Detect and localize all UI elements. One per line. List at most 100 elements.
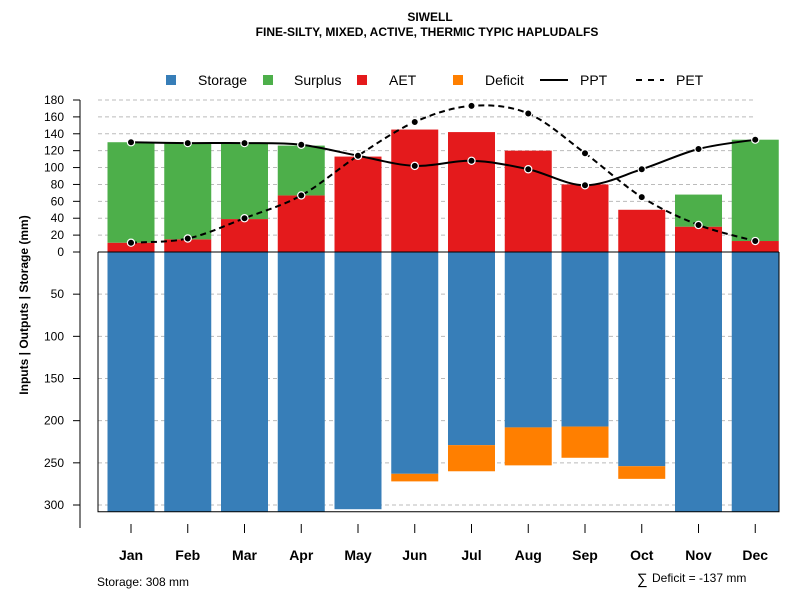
bar-surplus-apr [277, 145, 325, 196]
bar-deficit-oct [618, 466, 666, 479]
bar-aet-apr [277, 195, 325, 252]
legend: Storage Surplus AET Deficit PPT PET [166, 72, 704, 88]
x-tick-label-jan: Jan [119, 547, 143, 563]
legend-label-pet: PET [676, 72, 704, 88]
y-tick-label-upper-180: 180 [44, 93, 64, 107]
x-tick-label-sep: Sep [572, 547, 598, 563]
y-tick-label-upper-20: 20 [51, 228, 65, 242]
storage-note: Storage: 308 mm [97, 575, 189, 589]
bar-aet-may [334, 156, 382, 252]
y-tick-label-upper-100: 100 [44, 161, 64, 175]
legend-swatch-surplus [263, 75, 273, 85]
chart-title: SIWELL [407, 10, 452, 24]
bar-storage-aug [504, 252, 552, 428]
bar-aet-sep [561, 184, 609, 252]
x-tick-label-oct: Oct [630, 547, 654, 563]
y-tick-label-upper-80: 80 [51, 177, 65, 191]
bar-aet-mar [221, 219, 268, 252]
point-pet-jul [467, 101, 476, 111]
x-tick-label-jul: Jul [461, 547, 481, 563]
y-tick-label-lower-100: 100 [44, 329, 64, 343]
bar-deficit-jun [391, 473, 439, 482]
bar-aet-dec [731, 241, 779, 252]
bar-aet-jun [391, 129, 439, 252]
lines [126, 101, 760, 247]
point-pet-feb [183, 234, 192, 243]
chart-subtitle: FINE-SILTY, MIXED, ACTIVE, THERMIC TYPIC… [256, 25, 599, 39]
x-tick-label-apr: Apr [289, 547, 314, 563]
y-tick-label-upper-120: 120 [44, 144, 64, 158]
x-tick-label-nov: Nov [685, 547, 712, 563]
y-tick-label-upper-160: 160 [44, 110, 64, 124]
bar-storage-sep [561, 252, 609, 427]
bar-storage-may [334, 252, 382, 510]
bar-aet-oct [618, 209, 666, 252]
bar-surplus-mar [221, 143, 268, 220]
y-tick-label-lower-200: 200 [44, 414, 64, 428]
bar-storage-feb [164, 252, 212, 512]
point-pet-nov [694, 220, 703, 230]
legend-label-surplus: Surplus [294, 72, 341, 88]
legend-label-storage: Storage [198, 72, 247, 88]
y-tick-label-lower-150: 150 [44, 372, 64, 386]
x-tick-label-mar: Mar [232, 547, 257, 563]
point-pet-sep [580, 148, 590, 158]
point-ppt-jul [467, 156, 476, 165]
point-pet-jan [126, 238, 136, 247]
legend-label-ppt: PPT [580, 72, 608, 88]
storage-capacity-outline [97, 252, 780, 513]
point-ppt-mar [240, 138, 249, 148]
bar-aet-jul [448, 132, 495, 252]
point-ppt-dec [751, 135, 760, 144]
point-pet-apr [297, 191, 306, 200]
y-axis-label: Inputs | Outputs | Storage (mm) [17, 215, 31, 394]
y-tick-label-upper-40: 40 [51, 211, 65, 225]
x-tick-label-aug: Aug [515, 547, 542, 563]
bar-deficit-aug [504, 427, 552, 466]
y-tick-label-upper-0: 0 [57, 245, 64, 259]
point-pet-jun [410, 117, 419, 127]
point-pet-mar [240, 214, 249, 223]
bar-storage-jan [107, 252, 155, 512]
bar-storage-oct [618, 252, 666, 467]
bar-aet-feb [164, 239, 212, 252]
bar-surplus-dec [731, 139, 779, 242]
bar-deficit-jul [448, 445, 495, 472]
line-ppt [130, 138, 756, 187]
bar-deficit-sep [561, 426, 609, 458]
bar-storage-nov [675, 252, 722, 512]
legend-label-deficit: Deficit [485, 72, 524, 88]
point-pet-oct [637, 192, 646, 202]
legend-swatch-deficit [453, 75, 463, 85]
point-pet-dec [751, 236, 760, 246]
legend-swatch-storage [166, 75, 176, 85]
x-tick-label-feb: Feb [175, 547, 200, 563]
x-tick-label-dec: Dec [742, 547, 768, 563]
point-ppt-apr [297, 140, 306, 149]
bars [97, 129, 780, 513]
y-tick-label-upper-60: 60 [51, 194, 65, 208]
point-ppt-jan [126, 138, 136, 147]
deficit-note: Deficit = -137 mm [652, 571, 746, 585]
y-tick-label-upper-140: 140 [44, 127, 64, 141]
point-ppt-oct [637, 165, 646, 174]
bar-storage-apr [277, 252, 325, 512]
bar-surplus-feb [164, 143, 212, 240]
x-tick-label-may: May [344, 547, 371, 563]
bar-storage-jul [448, 252, 495, 446]
point-ppt-nov [694, 144, 703, 154]
point-ppt-sep [580, 181, 590, 190]
point-pet-aug [524, 109, 533, 118]
point-pet-may [353, 151, 363, 160]
point-ppt-jun [410, 161, 419, 171]
legend-swatch-aet [357, 75, 367, 85]
axes: 0 20 40 60 80 100 120 140 160 180 50 100 150 200 250 30… [44, 93, 768, 563]
y-tick-label-lower-50: 50 [51, 287, 65, 301]
point-ppt-feb [183, 138, 192, 148]
bar-storage-jun [391, 252, 439, 474]
legend-label-aet: AET [389, 72, 417, 88]
bar-surplus-jan [107, 142, 155, 243]
bar-aet-jan [107, 242, 155, 252]
x-tick-label-jun: Jun [402, 547, 427, 563]
